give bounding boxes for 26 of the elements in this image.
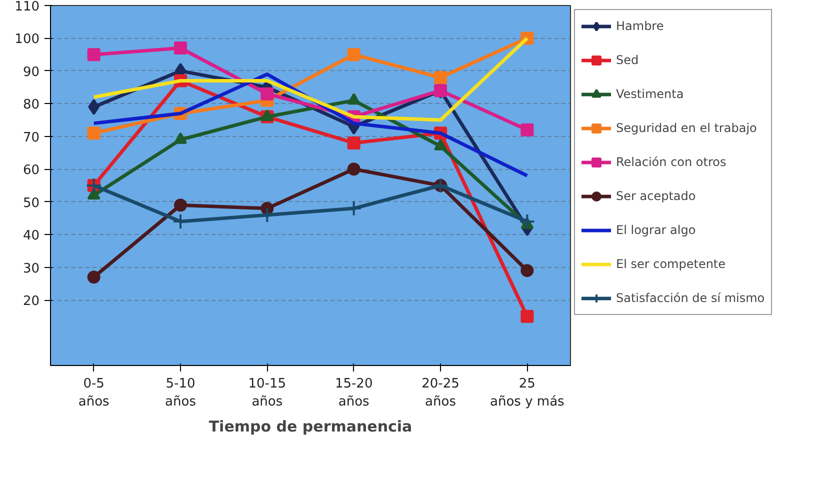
legend-label: Vestimenta — [616, 87, 684, 101]
y-tick-label: 90 — [22, 64, 40, 80]
y-tick-label: 50 — [22, 196, 40, 211]
y-tick-label: 100 — [14, 32, 40, 48]
x-tick-label: 10-15 años — [248, 376, 286, 410]
legend-label: Sed — [616, 53, 639, 67]
legend-label: Relación con otros — [616, 155, 726, 169]
y-tick-label: 80 — [22, 98, 40, 113]
x-tick-label: 15-20 años — [334, 376, 373, 410]
legend-label: Hambre — [616, 19, 664, 33]
x-axis-title: Tiempo de permanencia — [208, 418, 412, 436]
y-tick-label: 60 — [22, 163, 40, 178]
x-tick-label: 20-25 años — [422, 376, 460, 410]
legend-label: Satisfacción de sí mismo — [616, 291, 765, 305]
legend-label: El lograr algo — [616, 223, 696, 237]
legend-label: El ser competente — [616, 257, 726, 271]
y-tick-label: 20 — [22, 294, 40, 310]
legend-label: Ser aceptado — [616, 189, 696, 203]
x-tick-label: 0-5 años — [78, 376, 110, 410]
y-tick-label: 70 — [22, 130, 40, 146]
y-tick-label: 30 — [22, 261, 40, 276]
y-tick-label: 110 — [14, 0, 40, 14]
x-tick-label: 5-10 años — [165, 376, 196, 410]
x-tick-label: 25 años y más — [490, 376, 565, 410]
legend-label: Seguridad en el trabajo — [616, 121, 757, 135]
y-tick-label: 40 — [22, 228, 40, 244]
